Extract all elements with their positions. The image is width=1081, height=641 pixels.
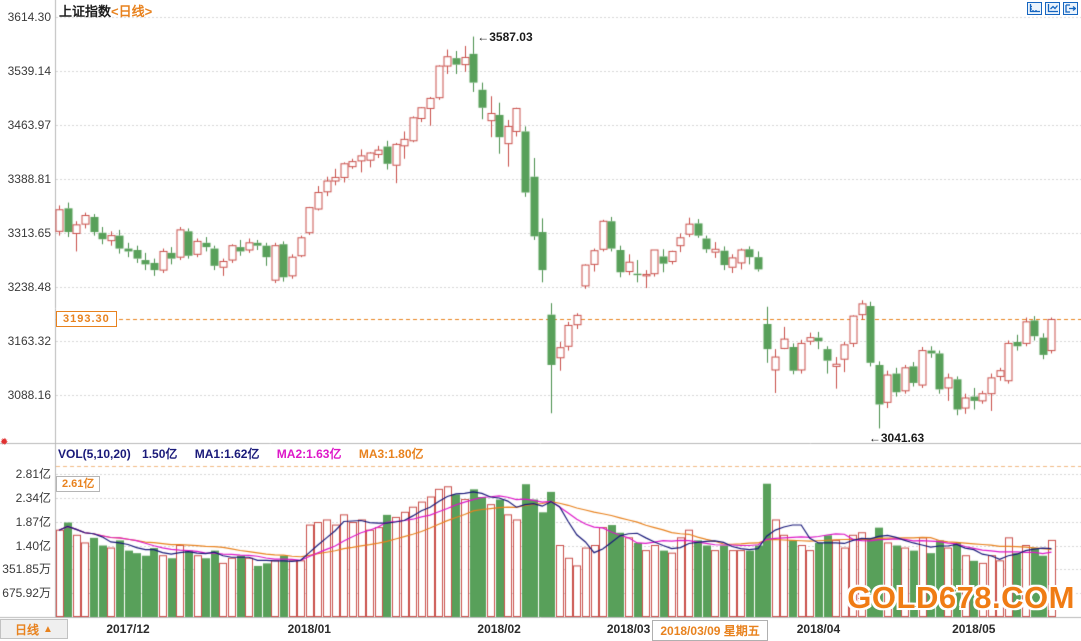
volume-axis-label: 2.34亿 xyxy=(15,490,51,505)
vol-formula: VOL(5,10,20) xyxy=(58,447,131,461)
triangle-up-icon: ▲ xyxy=(43,623,53,635)
price-axis-label: 3088.16 xyxy=(7,388,51,402)
tab-label: 日线 xyxy=(15,622,40,637)
volume-max-label: 2.61亿 xyxy=(56,475,101,492)
vol-current: 1.50亿 xyxy=(142,447,178,461)
chart-compress-icon[interactable] xyxy=(1045,2,1060,15)
exit-right-icon[interactable] xyxy=(1063,2,1078,15)
period-suffix: <日线> xyxy=(111,4,153,19)
index-name: 上证指数 xyxy=(59,4,112,19)
low-annotation: ←3041.63 xyxy=(868,431,925,446)
month-label: 2018/03 xyxy=(606,622,651,636)
last-price-label: 3193.30 xyxy=(56,311,117,328)
price-axis-label: 3539.14 xyxy=(7,64,51,78)
high-annotation: ←3587.03 xyxy=(477,29,533,44)
price-axis-label: 3614.30 xyxy=(7,10,51,24)
watermark: GOLD678.COM xyxy=(847,580,1075,615)
chart-title: 上证指数<日线> xyxy=(59,1,152,20)
axis-scale-icon[interactable] xyxy=(1027,2,1042,15)
volume-axis-label: 1.87亿 xyxy=(15,514,51,529)
volume-axis-label: 675.92万 xyxy=(2,586,51,601)
chart-toolbar xyxy=(1027,2,1078,15)
price-axis-label: 3238.48 xyxy=(7,280,51,294)
vol-ma2: MA2:1.63亿 xyxy=(276,447,342,461)
month-label: 2018/02 xyxy=(477,622,521,636)
price-axis-label: 3313.65 xyxy=(7,226,51,240)
price-axis-label: 3463.97 xyxy=(7,118,51,132)
volume-indicator-header: VOL(5,10,20) 1.50亿 MA1:1.62亿 MA2:1.63亿 M… xyxy=(58,445,438,462)
month-label: 2018/01 xyxy=(287,622,331,636)
month-label: 2018/05 xyxy=(952,622,996,636)
selected-date-box: 2018/03/09 星期五 xyxy=(652,620,768,641)
volume-axis-label: 351.85万 xyxy=(2,562,51,577)
volume-axis-label: 1.40亿 xyxy=(15,538,51,553)
price-axis-label: 3388.81 xyxy=(7,172,51,186)
price-axis-label: 3163.32 xyxy=(7,334,51,348)
vol-ma1: MA1:1.62亿 xyxy=(194,447,260,461)
tab-daily-period[interactable]: 日线 ▲ xyxy=(0,619,68,639)
month-label: 2018/04 xyxy=(796,622,841,636)
vol-ma3: MA3:1.80亿 xyxy=(358,447,424,461)
indicator-settings-icon[interactable]: ✹ xyxy=(0,437,9,448)
volume-axis-label: 2.81亿 xyxy=(15,466,51,481)
month-label: 2017/12 xyxy=(106,622,150,636)
